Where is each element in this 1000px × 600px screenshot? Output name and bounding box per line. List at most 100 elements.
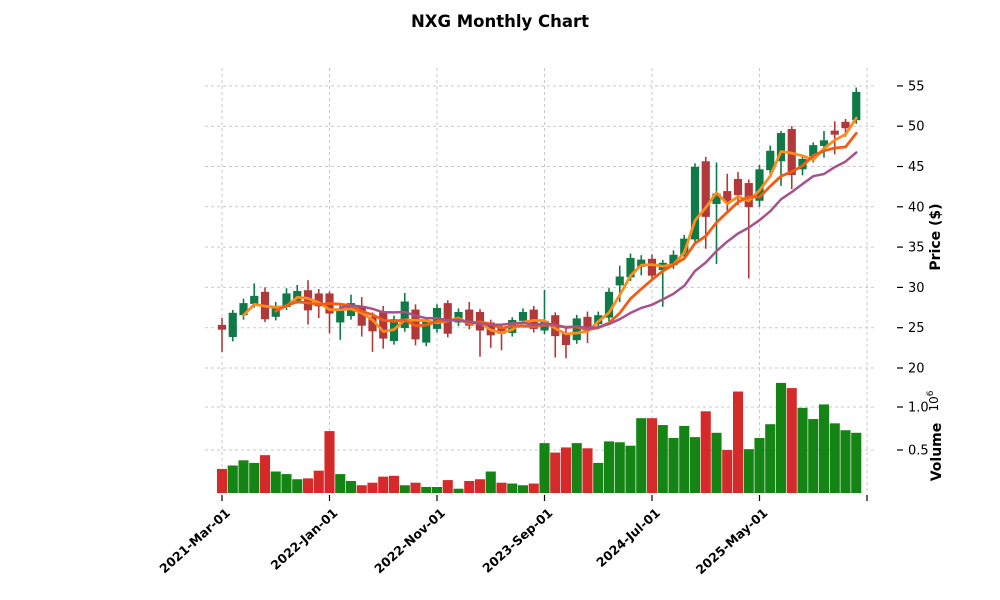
volume-bar [765, 424, 776, 493]
x-tick-label: 2024-Jul-01 [593, 505, 663, 570]
candle-body [690, 166, 700, 240]
volume-bar [808, 419, 819, 493]
volume-bar [625, 445, 636, 493]
volume-bar [668, 437, 679, 493]
volume-tick-label: 1.0 [908, 401, 929, 416]
candle-body [723, 191, 732, 202]
volume-bar [797, 407, 808, 493]
volume-bar [829, 423, 840, 493]
candle-body [293, 291, 302, 301]
candle-body [830, 130, 839, 135]
candle-body [217, 324, 227, 330]
volume-bar [582, 448, 593, 493]
price-tick-label: 30 [908, 281, 925, 296]
volume-bar [356, 485, 367, 493]
volume-bar [410, 482, 421, 493]
price-tick-label: 35 [908, 241, 925, 256]
volume-bar [614, 442, 625, 493]
volume-bar [528, 483, 539, 493]
volume-bar [689, 437, 701, 493]
candle-body [400, 301, 409, 329]
volume-bar [732, 391, 744, 493]
volume-bar [593, 462, 604, 493]
volume-bar [603, 441, 615, 493]
volume-bar [636, 418, 647, 493]
candle-body [776, 133, 786, 162]
chart-title: NXG Monthly Chart [411, 12, 589, 31]
volume-bar [216, 468, 228, 493]
x-tick-label: 2022-Jan-01 [268, 505, 341, 573]
candle-body [250, 295, 259, 304]
mav-line-3 [242, 116, 858, 336]
volume-bar [474, 479, 486, 493]
volume-bar [421, 486, 432, 493]
volume-bar [840, 430, 851, 493]
volume-bar [700, 411, 711, 493]
volume-bar [560, 447, 572, 493]
candle-body [443, 303, 452, 334]
x-tick-label: 2021-Mar-01 [156, 505, 233, 576]
price-tick-label: 25 [908, 321, 925, 336]
volume-bar [507, 483, 518, 493]
volume-bar [270, 471, 281, 493]
volume-bar [496, 482, 507, 493]
candle-body [841, 121, 850, 129]
chart-canvas: 20 25 30 35 40 45 50 55 0.5 1.0 2021-Mar-01 2022-Ja… [156, 68, 929, 577]
volume-bar [302, 478, 314, 493]
candle-body [228, 312, 237, 337]
volume-bar [388, 475, 400, 493]
candle-body [518, 311, 528, 321]
volume-bar [335, 474, 346, 493]
candle-body [615, 276, 624, 286]
price-tick-label: 20 [908, 362, 925, 377]
volume-bar [281, 474, 292, 493]
volume-bar [292, 479, 303, 493]
volume-bar [722, 450, 733, 493]
volume-bar [431, 486, 443, 493]
candle-body [852, 91, 861, 121]
volume-scale-label: 106 [926, 390, 941, 411]
volume-bar [571, 443, 582, 493]
volume-bar [345, 480, 357, 493]
volume-bar [818, 404, 830, 493]
volume-bar [249, 462, 260, 493]
volume-bar [227, 465, 238, 493]
candle-body [744, 183, 753, 208]
volume-bar [657, 425, 668, 493]
x-tick-label: 2022-Nov-01 [371, 505, 448, 576]
volume-bar [313, 470, 324, 493]
volume-bar [464, 480, 475, 493]
volume-bar [775, 382, 787, 493]
volume-bar [743, 449, 754, 493]
candle-body [733, 178, 743, 196]
volume-bar [367, 482, 378, 493]
volume-bar [646, 418, 658, 493]
volume-bar [259, 455, 271, 493]
candle-body [819, 140, 829, 146]
volume-bar [378, 476, 389, 493]
price-tick-label: 55 [908, 79, 925, 94]
price-tick-label: 45 [908, 160, 925, 175]
volume-bar [485, 471, 496, 493]
volume-bar [238, 460, 249, 493]
volume-bar [399, 485, 410, 493]
price-tick-label: 50 [908, 120, 925, 135]
candle-body [572, 318, 581, 341]
volume-bar [517, 485, 529, 493]
volume-bar [786, 388, 797, 493]
volume-bar [324, 431, 335, 493]
price-axis-label: Price ($) [928, 203, 944, 270]
candle-body [647, 258, 657, 276]
candle-body [701, 161, 710, 217]
x-tick-label: 2025-May-01 [693, 505, 771, 577]
volume-bar [679, 425, 690, 493]
volume-bar [453, 488, 464, 493]
volume-bar [851, 432, 862, 493]
price-tick-label: 40 [908, 200, 925, 215]
candle-body [379, 311, 388, 339]
x-tick-label: 2023-Sep-01 [479, 505, 555, 576]
volume-bar [539, 443, 550, 493]
volume-bar [550, 452, 561, 493]
volume-axis-label: Volume [929, 423, 945, 482]
